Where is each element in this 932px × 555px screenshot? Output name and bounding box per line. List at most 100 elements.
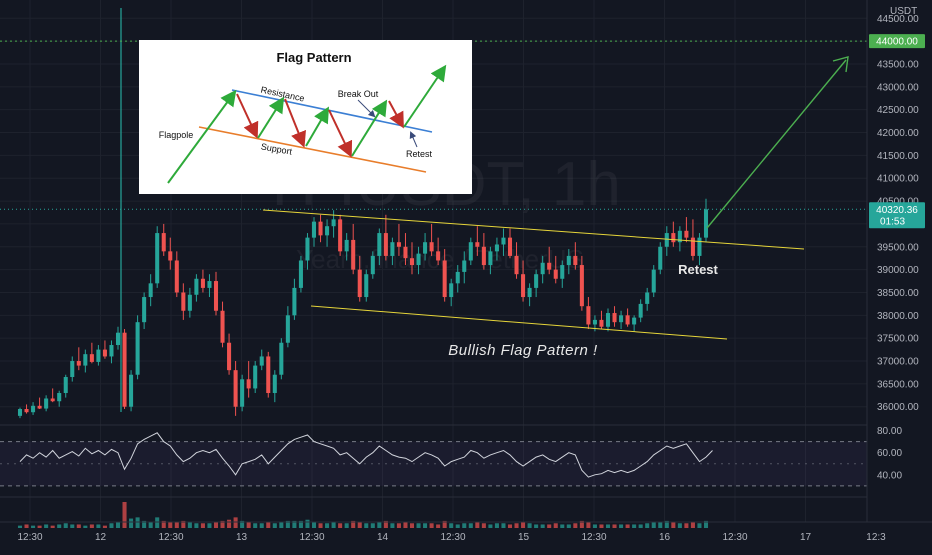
candle-body[interactable] bbox=[632, 317, 637, 325]
candle-body[interactable] bbox=[521, 274, 526, 298]
candle-body[interactable] bbox=[429, 242, 434, 252]
candle-body[interactable] bbox=[161, 233, 166, 252]
candle-body[interactable] bbox=[129, 374, 134, 407]
candle-body[interactable] bbox=[122, 332, 127, 407]
candle-body[interactable] bbox=[357, 269, 362, 298]
candle-body[interactable] bbox=[553, 269, 558, 279]
candle-body[interactable] bbox=[566, 255, 571, 266]
candle-body[interactable] bbox=[253, 365, 258, 389]
candle-body[interactable] bbox=[351, 239, 356, 270]
candle-body[interactable] bbox=[514, 255, 519, 275]
candle-body[interactable] bbox=[390, 242, 395, 256]
candle-body[interactable] bbox=[24, 409, 29, 413]
candle-body[interactable] bbox=[168, 251, 173, 261]
candle-body[interactable] bbox=[423, 242, 428, 254]
candle-body[interactable] bbox=[17, 409, 23, 416]
candle-body[interactable] bbox=[690, 237, 695, 256]
candle-body[interactable] bbox=[684, 230, 689, 238]
candle-body[interactable] bbox=[318, 221, 323, 236]
candle-body[interactable] bbox=[364, 274, 369, 298]
candle-body[interactable] bbox=[200, 278, 205, 288]
candle-body[interactable] bbox=[501, 237, 506, 245]
candle-body[interactable] bbox=[507, 237, 513, 256]
candle-body[interactable] bbox=[311, 221, 317, 238]
candle-body[interactable] bbox=[697, 237, 702, 256]
candle-body[interactable] bbox=[579, 265, 584, 307]
candle-body[interactable] bbox=[220, 310, 225, 343]
candle-body[interactable] bbox=[592, 319, 597, 325]
candle-body[interactable] bbox=[325, 226, 330, 236]
candle-body[interactable] bbox=[677, 230, 682, 243]
currency-label[interactable]: USDT bbox=[890, 6, 917, 17]
candle-body[interactable] bbox=[396, 242, 401, 247]
candle-body[interactable] bbox=[135, 322, 140, 375]
candle-body[interactable] bbox=[481, 246, 486, 266]
candle-body[interactable] bbox=[403, 246, 408, 259]
candlesticks[interactable] bbox=[17, 198, 709, 419]
candle-body[interactable] bbox=[671, 233, 676, 243]
candle-body[interactable] bbox=[109, 345, 114, 357]
candle-body[interactable] bbox=[383, 233, 388, 256]
candle-body[interactable] bbox=[442, 260, 447, 298]
candle-body[interactable] bbox=[207, 281, 212, 288]
candle-body[interactable] bbox=[377, 233, 382, 256]
candle-body[interactable] bbox=[416, 253, 421, 266]
candle-body[interactable] bbox=[50, 398, 55, 402]
candle-body[interactable] bbox=[651, 269, 656, 293]
candle-body[interactable] bbox=[560, 265, 565, 279]
candle-body[interactable] bbox=[213, 281, 219, 311]
candle-body[interactable] bbox=[266, 356, 271, 394]
candle-body[interactable] bbox=[44, 398, 49, 409]
candle-body[interactable] bbox=[638, 303, 643, 318]
candle-body[interactable] bbox=[298, 260, 303, 288]
candle-body[interactable] bbox=[37, 405, 42, 409]
candle-body[interactable] bbox=[645, 292, 650, 304]
candle-body[interactable] bbox=[619, 315, 624, 323]
candle-body[interactable] bbox=[599, 319, 604, 327]
candle-body[interactable] bbox=[573, 255, 578, 266]
candle-body[interactable] bbox=[63, 377, 68, 394]
candle-body[interactable] bbox=[540, 262, 545, 275]
candle-body[interactable] bbox=[115, 332, 121, 346]
candle-body[interactable] bbox=[272, 374, 277, 394]
price-axis-panel[interactable] bbox=[867, 0, 932, 550]
candle-body[interactable] bbox=[547, 262, 552, 270]
candle-body[interactable] bbox=[187, 294, 192, 311]
candle-body[interactable] bbox=[468, 242, 473, 261]
candle-body[interactable] bbox=[279, 342, 284, 375]
candle-body[interactable] bbox=[31, 405, 36, 413]
candle-body[interactable] bbox=[436, 251, 441, 261]
flag-resistance-trendline[interactable] bbox=[262, 209, 805, 250]
candle-body[interactable] bbox=[338, 219, 343, 252]
candle-body[interactable] bbox=[586, 306, 591, 325]
candle-body[interactable] bbox=[142, 297, 147, 323]
candle-body[interactable] bbox=[148, 283, 153, 298]
candle-body[interactable] bbox=[494, 244, 499, 252]
candle-body[interactable] bbox=[89, 354, 94, 362]
candle-body[interactable] bbox=[246, 379, 251, 389]
candle-body[interactable] bbox=[233, 370, 238, 407]
candle-body[interactable] bbox=[612, 313, 617, 323]
candle-body[interactable] bbox=[227, 342, 232, 371]
candle-body[interactable] bbox=[259, 356, 264, 366]
candle-body[interactable] bbox=[449, 283, 454, 298]
candle-body[interactable] bbox=[240, 379, 245, 407]
candle-body[interactable] bbox=[703, 209, 709, 238]
candle-body[interactable] bbox=[96, 349, 101, 362]
candle-body[interactable] bbox=[285, 315, 290, 343]
flag-support-trendline[interactable] bbox=[310, 305, 728, 340]
projection-arrow-line[interactable] bbox=[706, 59, 847, 229]
candle-body[interactable] bbox=[305, 237, 310, 261]
candle-body[interactable] bbox=[155, 233, 160, 284]
candle-body[interactable] bbox=[488, 251, 493, 266]
candle-body[interactable] bbox=[181, 292, 186, 311]
time-axis-ticks[interactable]: 12:30 12 12:30 13 12:30 14 12:30 15 12:30 16 12:30… bbox=[17, 532, 886, 543]
candle-body[interactable] bbox=[462, 260, 467, 272]
candle-body[interactable] bbox=[475, 242, 480, 247]
candle-body[interactable] bbox=[527, 287, 532, 298]
candle-body[interactable] bbox=[194, 278, 199, 295]
candle-body[interactable] bbox=[664, 233, 669, 247]
candle-body[interactable] bbox=[409, 258, 415, 266]
